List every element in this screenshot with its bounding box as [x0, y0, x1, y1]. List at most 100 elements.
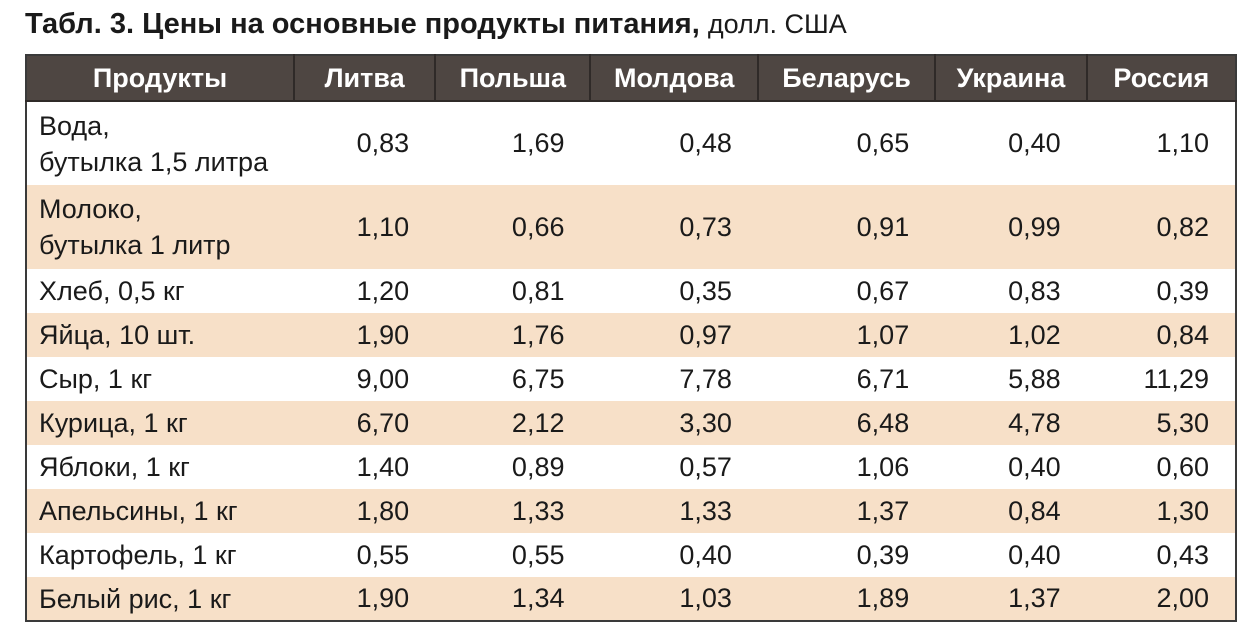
price-belarus: 1,37 — [856, 495, 910, 526]
price-poland: 1,33 — [511, 495, 565, 526]
product-name-line1: Яйца, 10 шт. — [39, 320, 196, 350]
price-moldova: 0,97 — [679, 319, 732, 350]
product-name-line2: бутылка 1 литр — [39, 230, 231, 260]
price-russia: 0,84 — [1156, 319, 1209, 350]
product-name-line1: Белый рис, 1 кг — [39, 583, 232, 614]
price-russia: 1,10 — [1156, 128, 1209, 158]
header-row: Продукты Литва Польша Молдова Беларусь У… — [26, 55, 1236, 102]
price-belarus: 0,65 — [856, 128, 910, 158]
header-lithuania: Литва — [293, 55, 436, 102]
price-ukraine: 1,02 — [1008, 319, 1061, 350]
product-name: Яблоки, 1 кг — [26, 445, 294, 489]
price-belarus: 0,39 — [856, 539, 910, 570]
price-lithuania: 0,55 — [356, 539, 410, 570]
price-russia: 0,82 — [1156, 211, 1209, 242]
header-belarus: Беларусь — [756, 55, 936, 102]
price-moldova: 1,03 — [679, 583, 732, 613]
price-ukraine: 0,40 — [1008, 451, 1061, 482]
table-unit: долл. США — [707, 9, 847, 39]
header-moldova: Молдова — [589, 55, 758, 102]
product-name: Вода, бутылка 1,5 литра — [26, 101, 294, 185]
product-name: Белый рис, 1 кг — [26, 577, 294, 621]
price-russia: 5,30 — [1156, 407, 1209, 438]
price-ukraine: 4,78 — [1008, 407, 1061, 438]
table-row: Картофель, 1 кг 0,55 0,55 0,40 0,39 0,40 0,43 — [26, 533, 1236, 577]
price-ukraine: 1,37 — [1008, 583, 1061, 613]
table-row: Сыр, 1 кг 9,00 6,75 7,78 6,71 5,88 11,29 — [26, 357, 1236, 401]
price-russia: 2,00 — [1156, 583, 1209, 613]
table-row: Хлеб, 0,5 кг 1,20 0,81 0,35 0,67 0,83 0,39 — [26, 269, 1236, 313]
price-poland: 2,12 — [511, 407, 565, 438]
price-ukraine: 0,84 — [1008, 495, 1061, 526]
price-belarus: 1,89 — [856, 583, 910, 613]
product-name-line1: Картофель, 1 кг — [39, 540, 237, 570]
product-name-line1: Сыр, 1 кг — [39, 364, 153, 394]
product-name: Молоко, бутылка 1 литр — [26, 185, 294, 269]
price-moldova: 0,40 — [679, 539, 732, 570]
product-name: Курица, 1 кг — [26, 401, 294, 445]
price-poland: 1,76 — [511, 319, 565, 350]
price-poland: 1,34 — [511, 583, 565, 613]
price-russia: 0,39 — [1156, 275, 1209, 306]
header-ukraine: Украина — [934, 55, 1087, 102]
table-body: Вода, бутылка 1,5 литра 0,83 1,69 0,48 0,65 0,… — [26, 101, 1236, 621]
price-moldova: 0,73 — [679, 211, 732, 242]
price-moldova: 1,33 — [679, 495, 732, 526]
table-caption: Табл. 3. Цены на основные продукты питан… — [25, 8, 847, 41]
price-poland: 0,81 — [511, 275, 565, 306]
price-poland: 6,75 — [511, 363, 565, 394]
price-lithuania: 9,00 — [356, 363, 410, 394]
price-poland: 0,55 — [511, 539, 565, 570]
price-ukraine: 0,83 — [1008, 275, 1061, 306]
price-lithuania: 1,90 — [356, 319, 410, 350]
price-russia: 1,30 — [1156, 495, 1209, 526]
price-poland: 0,66 — [511, 211, 565, 242]
price-ukraine: 0,40 — [1008, 539, 1061, 570]
product-name-line1: Молоко, — [39, 194, 142, 224]
price-lithuania: 1,20 — [356, 275, 410, 306]
price-moldova: 0,35 — [679, 275, 732, 306]
table-row: Яйца, 10 шт. 1,90 1,76 0,97 1,07 1,02 0,84 — [26, 313, 1236, 357]
price-poland: 0,89 — [511, 451, 565, 482]
price-ukraine: 5,88 — [1008, 363, 1061, 394]
price-belarus: 0,67 — [856, 275, 910, 306]
table-title: Табл. 3. Цены на основные продукты питан… — [25, 8, 700, 40]
price-lithuania: 1,40 — [356, 451, 410, 482]
product-name: Апельсины, 1 кг — [26, 489, 294, 533]
table-row: Яблоки, 1 кг 1,40 0,89 0,57 1,06 0,40 0,60 — [26, 445, 1236, 489]
product-name: Картофель, 1 кг — [26, 533, 294, 577]
product-name-line1: Хлеб, 0,5 кг — [39, 276, 185, 306]
price-lithuania: 1,80 — [356, 495, 410, 526]
price-moldova: 0,57 — [679, 451, 732, 482]
table-row: Курица, 1 кг 6,70 2,12 3,30 6,48 4,78 5,30 — [26, 401, 1236, 445]
price-belarus: 0,91 — [856, 211, 910, 242]
product-name-line1: Апельсины, 1 кг — [39, 496, 238, 526]
table-row: Апельсины, 1 кг 1,80 1,33 1,33 1,37 0,84 1,30 — [26, 489, 1236, 533]
product-name: Хлеб, 0,5 кг — [26, 269, 294, 313]
price-belarus: 1,06 — [856, 451, 910, 482]
price-lithuania: 6,70 — [356, 407, 410, 438]
prices-table: Продукты Литва Польша Молдова Беларусь У… — [25, 54, 1237, 622]
price-russia: 0,43 — [1156, 539, 1209, 570]
price-belarus: 6,48 — [856, 407, 910, 438]
price-ukraine: 0,99 — [1008, 211, 1061, 242]
table-row: Вода, бутылка 1,5 литра 0,83 1,69 0,48 0,65 0,… — [26, 101, 1236, 185]
header-russia: Россия — [1085, 55, 1236, 102]
product-name-line2: бутылка 1,5 литра — [39, 146, 269, 177]
table-row: Белый рис, 1 кг 1,90 1,34 1,03 1,89 1,37 2,00 — [26, 577, 1236, 621]
price-lithuania: 0,83 — [356, 128, 410, 158]
price-lithuania: 1,90 — [356, 583, 410, 613]
product-name-line1: Вода, — [39, 110, 110, 141]
price-moldova: 7,78 — [679, 363, 732, 394]
price-lithuania: 1,10 — [356, 211, 410, 242]
header-poland: Польша — [434, 55, 591, 102]
product-name-line1: Яблоки, 1 кг — [39, 452, 190, 482]
header-products: Продукты — [26, 55, 295, 102]
price-russia: 0,60 — [1156, 451, 1209, 482]
price-russia: 11,29 — [1143, 363, 1209, 394]
price-poland: 1,69 — [511, 128, 565, 158]
product-name-line1: Курица, 1 кг — [39, 408, 188, 438]
table-row: Молоко, бутылка 1 литр 1,10 0,66 0,73 0,91 0,9… — [26, 185, 1236, 269]
product-name: Сыр, 1 кг — [26, 357, 294, 401]
price-belarus: 6,71 — [856, 363, 910, 394]
